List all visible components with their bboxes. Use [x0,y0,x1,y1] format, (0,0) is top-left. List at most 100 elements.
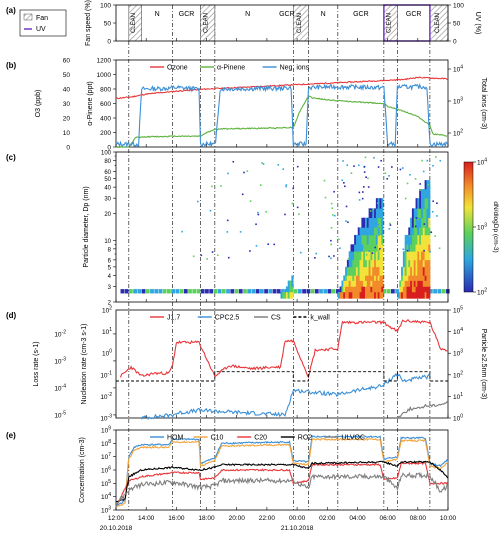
o3-tick-label: 60 [63,58,71,65]
heatmap-cell [404,286,407,293]
heatmap-cell [406,275,409,281]
heatmap-cell [359,251,362,261]
heatmap-cell [420,244,424,252]
heatmap-cell [419,286,422,293]
heatmap-cell [372,208,375,219]
y-tick-label: 1000 [97,72,112,79]
heatmap-dot [298,213,300,216]
heatmap-cell [297,289,302,294]
heatmap-cell [363,244,366,252]
heatmap-cell [374,227,377,236]
heatmap-cell [359,275,362,281]
o3-tick-label: 20 [63,116,71,123]
heatmap-dot [197,200,199,203]
heatmap-cell [352,244,355,252]
heatmap-cell [350,275,353,281]
heatmap-cell [417,266,420,276]
heatmap-cell [411,234,415,245]
heatmap-cell [404,244,407,252]
heatmap-dot [211,251,214,253]
heatmap-cell [361,217,364,228]
heatmap-cell [424,244,427,252]
heatmap-cell [363,234,366,245]
heatmap-cell [352,251,355,261]
heatmap-cell [379,275,382,281]
heatmap-cell [200,289,205,294]
series-line-1 [141,372,431,421]
heatmap-cell [410,286,413,293]
heatmap-cell [410,251,413,261]
heatmap-dot [426,159,429,162]
heatmap-cell [404,280,407,287]
heatmap-cell [370,217,373,228]
heatmap-cell [424,234,427,245]
loss-tick-label: 10-3 [54,356,66,365]
heatmap-cell [319,289,323,294]
heatmap-cell [150,289,154,294]
heatmap-cell [323,289,328,294]
heatmap-dot [333,255,335,257]
heatmap-dot [284,213,286,216]
y-tick-label-right: 103 [453,97,463,106]
heatmap-cell [357,286,360,293]
heatmap-dot [370,230,373,232]
heatmap-cell [381,251,384,261]
heatmap-dot [358,199,361,201]
heatmap-cell [370,259,373,268]
heatmap-cell [415,208,418,219]
phase-label: N [321,11,326,18]
heatmap-cell [415,234,418,245]
heatmap-cell [343,275,346,281]
y-tick-label: 106 [101,466,111,475]
x-tick-label: 02:00 [319,515,336,522]
heatmap-dot [371,252,374,254]
heatmap-cell [359,280,362,287]
series-line-2 [115,461,449,507]
heatmap-cell [213,289,218,294]
y-tick-label: 2 [108,301,112,307]
heatmap-cell [428,286,431,293]
heatmap-cell [395,289,399,294]
heatmap-cell [120,289,125,294]
heatmap-cell [402,280,405,287]
heatmap-cell [370,208,373,219]
panel-d-frame [115,309,449,419]
y-tick-label-right: 104 [453,65,463,74]
loss-tick-label: 10-5 [54,410,66,419]
heatmap-dot [338,238,340,241]
heatmap-cell [179,289,184,294]
heatmap-cell [381,275,384,281]
heatmap-cell [366,280,369,287]
heatmap-cell [424,208,427,219]
heatmap-cell [158,289,163,294]
heatmap-cell [346,275,350,281]
heatmap-cell [339,286,342,293]
heatmap-cell [379,217,382,228]
heatmap-cell [424,189,427,199]
heatmap-dot [414,178,417,180]
heatmap-cell [402,291,405,299]
heatmap-cell [341,291,344,299]
heatmap-cell [348,286,351,293]
heatmap-cell [420,275,424,281]
heatmap-dot [267,243,270,246]
heatmap-cell [415,198,418,209]
heatmap-cell [293,289,298,294]
heatmap-cell [408,227,411,236]
heatmap-cell [420,227,424,236]
heatmap-cell [426,275,429,281]
heatmap-cell [422,189,425,199]
heatmap-cell [336,289,340,294]
heatmap-dot [423,249,425,252]
heatmap-cell [406,266,409,276]
heatmap-cell [354,286,357,293]
heatmap-cell [302,289,306,294]
x-tick-label: 20:00 [229,515,246,522]
heatmap-dot [364,156,367,159]
heatmap-cell [365,227,368,236]
y-axis-label: Concentration (cm-3) [79,437,86,503]
heatmap-cell [413,244,416,252]
legend-label: Neg. ions [280,65,310,72]
heatmap-cell [428,251,431,261]
